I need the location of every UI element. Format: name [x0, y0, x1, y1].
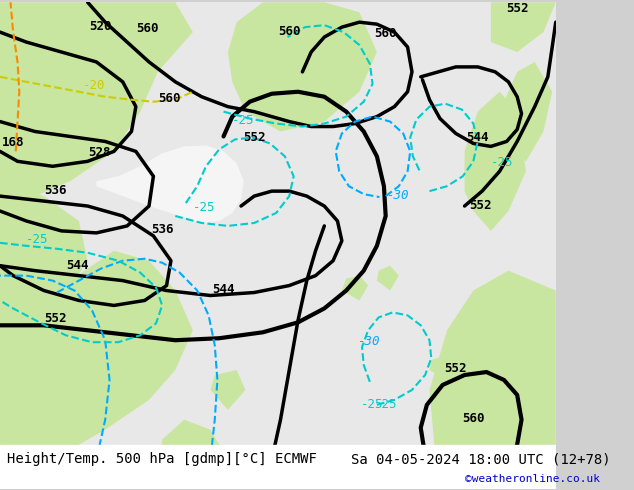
Text: 536: 536 [44, 184, 67, 197]
Text: 552: 552 [243, 131, 266, 145]
Text: 552: 552 [44, 312, 67, 325]
Text: -25: -25 [361, 398, 384, 411]
Text: -25: -25 [375, 398, 398, 411]
Text: -20: -20 [83, 79, 106, 92]
Text: 544: 544 [467, 131, 489, 145]
Text: 560: 560 [375, 27, 397, 40]
Text: -25: -25 [26, 233, 49, 246]
Text: 552: 552 [335, 474, 358, 488]
Text: 560: 560 [462, 412, 484, 425]
Text: 552: 552 [506, 2, 528, 15]
Text: -25: -25 [491, 156, 514, 169]
Text: 544: 544 [212, 283, 235, 295]
Text: 528: 528 [87, 147, 110, 159]
Text: -40: -40 [152, 476, 174, 490]
Polygon shape [96, 146, 243, 223]
Text: Sa 04-05-2024 18:00 UTC (12+78): Sa 04-05-2024 18:00 UTC (12+78) [351, 452, 611, 466]
Text: 520: 520 [89, 20, 112, 33]
Text: ©weatheronline.co.uk: ©weatheronline.co.uk [465, 474, 600, 485]
Text: 544: 544 [66, 259, 88, 271]
Bar [0, 444, 556, 490]
Text: -25: -25 [232, 114, 255, 126]
Text: 552: 552 [444, 362, 467, 375]
Text: -30: -30 [385, 189, 408, 202]
Text: 168: 168 [2, 136, 24, 149]
Text: -25: -25 [193, 201, 216, 214]
Text: 536: 536 [151, 223, 174, 236]
Text: Height/Temp. 500 hPa [gdmp][°C] ECMWF: Height/Temp. 500 hPa [gdmp][°C] ECMWF [7, 452, 317, 466]
Text: 560: 560 [136, 22, 158, 35]
Text: 560: 560 [158, 92, 181, 105]
Text: 552: 552 [469, 199, 491, 212]
Text: -30: -30 [358, 335, 380, 348]
Text: 560: 560 [278, 25, 301, 38]
Text: -30: -30 [228, 472, 250, 486]
